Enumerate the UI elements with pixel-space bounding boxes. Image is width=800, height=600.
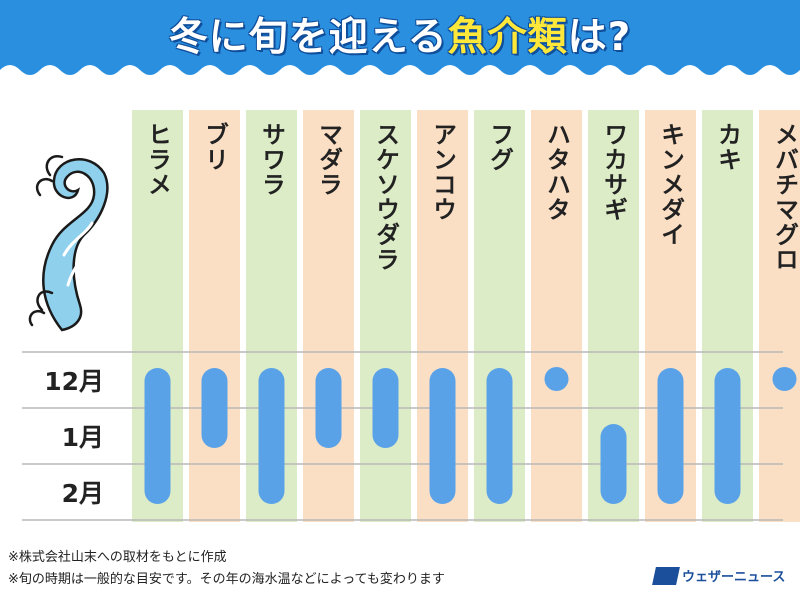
footnote-source: ※株式会社山末への取材をもとに作成 (8, 550, 227, 565)
season-bar (600, 424, 627, 504)
title-highlight: 魚介類 (447, 15, 568, 60)
species-label: キンメダイ (657, 122, 685, 247)
season-dot (544, 367, 569, 391)
species-label: サワラ (258, 122, 286, 197)
species-label: カキ (714, 122, 742, 172)
banner-background (0, 0, 800, 75)
month-label: 1月 (62, 423, 104, 452)
species-column (189, 110, 240, 522)
season-bar (657, 368, 684, 504)
wave-illustration (28, 154, 109, 332)
season-bar (429, 368, 456, 504)
title-part-3: は? (567, 15, 632, 60)
season-bar (201, 368, 228, 448)
month-label: 12月 (44, 367, 104, 396)
weathernews-logo-icon (652, 566, 680, 585)
season-bar (315, 368, 342, 448)
species-label: フグ (486, 122, 514, 172)
month-label: 2月 (62, 479, 104, 508)
species-label: マダラ (315, 122, 343, 197)
page-title: 冬に旬を迎える魚介類は? (0, 6, 800, 62)
species-label: スケソウダラ (372, 122, 400, 272)
season-dot (772, 367, 797, 391)
species-column (531, 110, 582, 522)
species-label: ヒラメ (144, 122, 172, 197)
species-label: ハタハタ (543, 122, 571, 222)
species-label: ワカサギ (600, 122, 628, 222)
season-bar (486, 368, 513, 504)
species-column (360, 110, 411, 522)
species-label: メバチマグロ (771, 122, 799, 272)
title-part-1: 冬に旬を迎える (168, 15, 448, 60)
season-bar (372, 368, 399, 448)
title-banner: 冬に旬を迎える魚介類は? (0, 0, 800, 86)
footnote-disclaimer: ※旬の時期は一般的な目安です。その年の海水温などによっても変わります (8, 572, 445, 587)
brand-logo-group: ウェザーニュース (652, 566, 786, 585)
species-column (759, 110, 800, 522)
season-bar (258, 368, 285, 504)
species-label: ブリ (201, 121, 229, 172)
season-bar (714, 368, 741, 504)
season-bar (144, 368, 171, 504)
species-label: アンコウ (429, 122, 457, 222)
brand-name: ウェザーニュース (682, 570, 786, 585)
species-column (303, 110, 354, 522)
